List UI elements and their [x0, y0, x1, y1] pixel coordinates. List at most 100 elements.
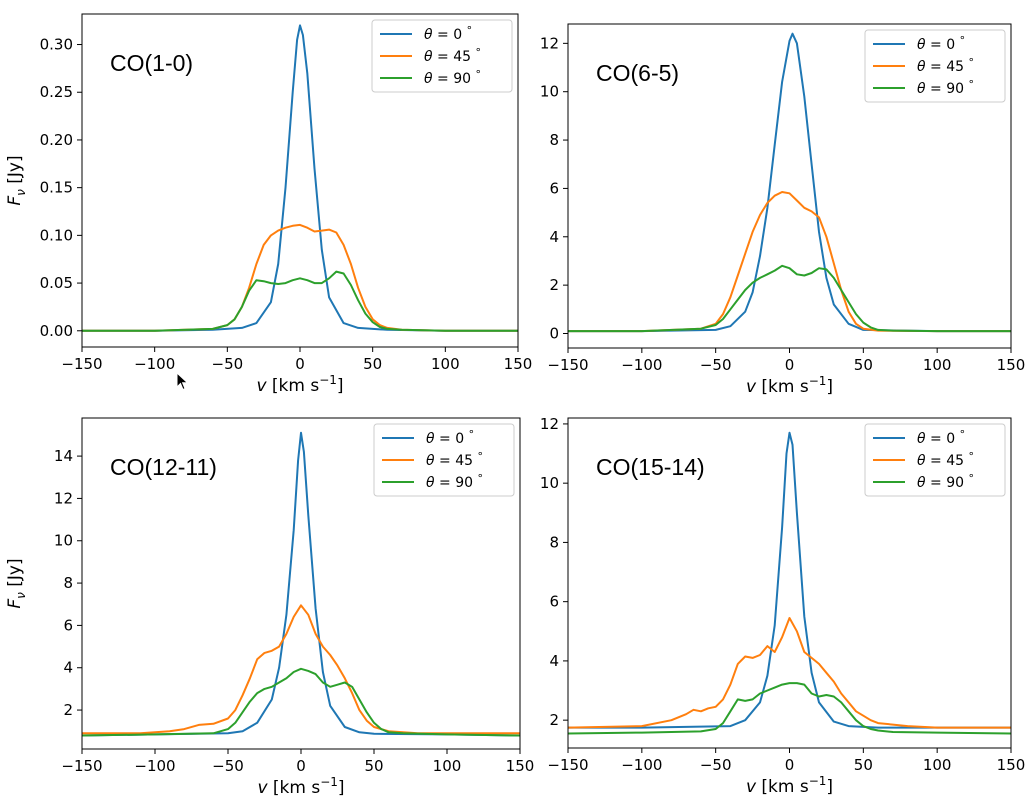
x-tick-label: 50: [364, 757, 383, 775]
series-group: [568, 431, 1011, 735]
x-tick-label: −100: [134, 757, 175, 775]
x-tick-label: 100: [923, 356, 952, 374]
panel-title: CO(6-5): [596, 60, 679, 86]
y-tick-label: 2: [63, 701, 73, 719]
panel-title: CO(12-11): [110, 454, 217, 480]
mouse-pointer-icon: [176, 372, 189, 391]
x-tick-label: −100: [621, 756, 662, 774]
series-line-2: [82, 667, 520, 737]
legend-entry: θ = 90 °: [426, 472, 483, 491]
x-tick-label: 0: [785, 356, 795, 374]
y-tick-label: 0.30: [40, 36, 73, 54]
x-tick-label: −50: [212, 757, 244, 775]
legend-entry: θ = 0 °: [917, 428, 965, 447]
y-tick-label: 6: [549, 593, 559, 611]
y-tick-label: 8: [549, 533, 559, 551]
x-tick-label: −50: [700, 756, 732, 774]
x-tick-label: 150: [506, 757, 535, 775]
legend-frame: [373, 423, 515, 497]
series-line-1: [82, 604, 520, 735]
legend: θ = 0 ° θ = 45 ° θ = 90 °: [373, 423, 515, 497]
y-tick-label: 2: [549, 711, 559, 729]
y-tick-label: 12: [540, 34, 559, 52]
series-line-0: [568, 431, 1011, 729]
y-tick-label: 0.20: [40, 131, 73, 149]
y-tick-label: 0: [549, 324, 559, 342]
legend-frame: [864, 423, 1006, 497]
series-line-1: [568, 191, 1011, 333]
x-axis-label: v [km s−1]: [746, 774, 833, 797]
legend: θ = 0 ° θ = 45 ° θ = 90 °: [371, 19, 513, 93]
legend-entry: θ = 45 °: [917, 56, 974, 75]
y-tick-label: 2: [549, 276, 559, 294]
legend: θ = 0 ° θ = 45 ° θ = 90 °: [864, 423, 1006, 497]
x-tick-label: −150: [547, 356, 588, 374]
legend-frame: [371, 19, 513, 93]
series-line-2: [568, 682, 1011, 735]
series-line-2: [82, 270, 518, 332]
series-group: [82, 24, 518, 332]
y-tick-label: 14: [54, 447, 73, 465]
legend-entry: θ = 0 °: [424, 24, 472, 43]
x-tick-label: 150: [997, 756, 1026, 774]
x-tick-label: 0: [296, 757, 306, 775]
legend-entry: θ = 45 °: [426, 450, 483, 469]
x-tick-label: −100: [134, 355, 175, 373]
y-axis-label: Fν [Jy]: [5, 155, 28, 205]
legend-entry: θ = 90 °: [424, 68, 481, 87]
y-tick-label: 0.05: [40, 274, 73, 292]
y-tick-label: 6: [63, 616, 73, 634]
legend-entry: θ = 45 °: [917, 450, 974, 469]
x-tick-label: 0: [295, 355, 305, 373]
y-tick-label: 4: [549, 652, 559, 670]
x-tick-label: 150: [504, 355, 533, 373]
series-group: [82, 431, 520, 737]
x-tick-label: −150: [61, 757, 102, 775]
chart-panel-bottom-right: −150 −100 −50 0 50 100 150 2 4 6 8 10 12 v [km s−1] CO…: [540, 415, 1025, 797]
y-tick-label: 6: [549, 179, 559, 197]
x-tick-label: 50: [854, 356, 873, 374]
legend-entry: θ = 90 °: [917, 472, 974, 491]
legend-frame: [864, 29, 1006, 103]
x-tick-label: −100: [621, 356, 662, 374]
y-tick-label: 0.10: [40, 226, 73, 244]
y-tick-label: 12: [54, 489, 73, 507]
x-tick-label: 0: [785, 756, 795, 774]
x-tick-label: 150: [997, 356, 1026, 374]
series-group: [568, 32, 1011, 333]
series-line-0: [568, 32, 1011, 333]
x-axis-label: v [km s−1]: [256, 373, 343, 396]
x-tick-label: −150: [61, 355, 102, 373]
y-tick-label: 12: [540, 415, 559, 433]
y-tick-label: 4: [63, 659, 73, 677]
legend-entry: θ = 0 °: [917, 34, 965, 53]
series-line-2: [568, 264, 1011, 333]
x-tick-label: 50: [363, 355, 382, 373]
chart-panel-top-left: −150 −100 −50 0 50 100 150 0.00 0.05 0.10 0.15 0.20…: [5, 13, 533, 396]
x-tick-label: 100: [433, 757, 462, 775]
x-tick-label: −50: [700, 356, 732, 374]
legend: θ = 0 ° θ = 45 ° θ = 90 °: [864, 29, 1006, 103]
y-tick-label: 10: [540, 474, 559, 492]
series-line-0: [82, 431, 520, 737]
y-tick-label: 0.25: [40, 83, 73, 101]
y-tick-label: 8: [63, 574, 73, 592]
y-tick-label: 10: [54, 532, 73, 550]
chart-panel-bottom-left: −150 −100 −50 0 50 100 150 2 4 6 8 10 12 14 v [km s−1]…: [5, 417, 535, 798]
y-tick-label: 10: [540, 83, 559, 101]
x-tick-label: −150: [547, 756, 588, 774]
y-axis-label: Fν [Jy]: [5, 558, 28, 608]
x-tick-label: 100: [431, 355, 460, 373]
legend-entry: θ = 90 °: [917, 78, 974, 97]
legend-entry: θ = 45 °: [424, 46, 481, 65]
y-tick-label: 0.15: [40, 179, 73, 197]
x-axis-label: v [km s−1]: [257, 775, 344, 798]
x-tick-label: −50: [212, 355, 244, 373]
y-tick-label: 8: [549, 131, 559, 149]
legend-entry: θ = 0 °: [426, 428, 474, 447]
series-line-1: [568, 617, 1011, 729]
y-tick-label: 0.00: [40, 322, 73, 340]
panel-title: CO(15-14): [596, 454, 705, 480]
y-tick-label: 4: [549, 228, 559, 246]
